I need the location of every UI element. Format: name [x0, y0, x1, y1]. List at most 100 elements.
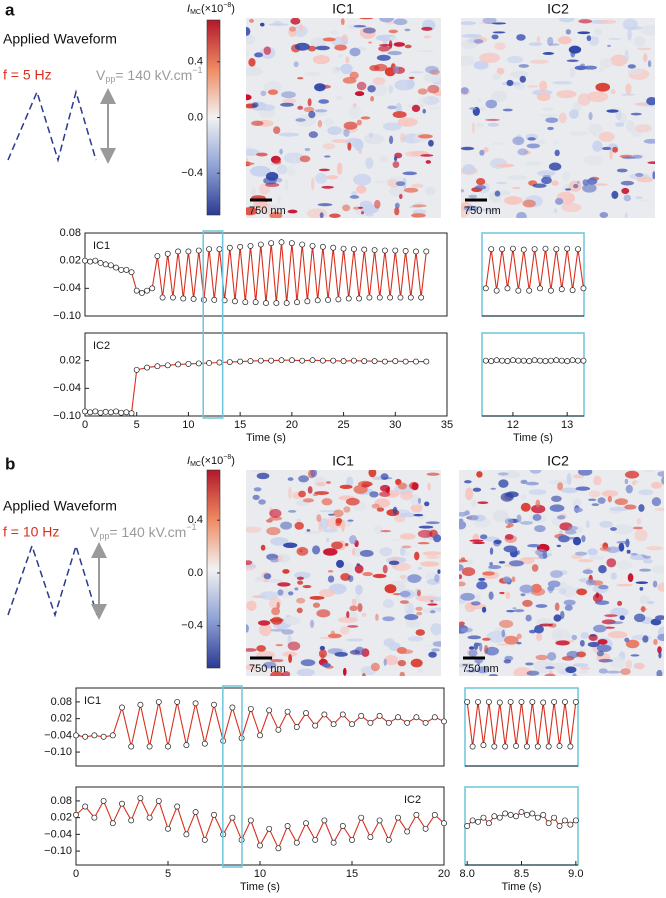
- domain: [465, 487, 474, 501]
- domain: [354, 564, 364, 574]
- domain: [471, 499, 477, 508]
- domain: [342, 667, 347, 676]
- data-point: [275, 845, 282, 852]
- data-point: [349, 721, 355, 728]
- domain: [531, 583, 542, 593]
- data-point: [556, 742, 563, 749]
- domain: [465, 669, 477, 673]
- domain: [246, 50, 249, 58]
- domain: [368, 132, 374, 138]
- domain: [576, 180, 580, 184]
- domain: [571, 634, 578, 641]
- domain: [392, 65, 399, 74]
- domain: [511, 576, 516, 583]
- scale-bar-label: 750 nm: [249, 663, 286, 675]
- domain: [426, 472, 440, 476]
- domain: [485, 99, 498, 109]
- domain: [335, 67, 342, 71]
- domain: [347, 519, 354, 522]
- domain: [345, 56, 350, 64]
- domain: [268, 516, 283, 521]
- domain: [642, 53, 648, 63]
- data-point: [128, 817, 135, 824]
- domain: [592, 593, 604, 603]
- data-point: [252, 299, 259, 306]
- domain: [368, 470, 377, 478]
- domain: [498, 479, 509, 488]
- domain: [577, 31, 591, 35]
- x-tick-label: 20: [286, 419, 298, 431]
- domain: [461, 34, 483, 38]
- domain: [577, 470, 593, 476]
- data-point: [553, 357, 560, 364]
- domain: [594, 28, 603, 36]
- domain: [393, 42, 406, 47]
- domain: [545, 117, 559, 123]
- domain: [472, 541, 485, 545]
- domain: [552, 80, 573, 85]
- domain: [404, 28, 411, 32]
- domain: [402, 171, 418, 176]
- domain: [256, 152, 268, 157]
- domain: [437, 569, 441, 574]
- domain: [407, 636, 424, 642]
- domain: [416, 589, 421, 597]
- domain: [517, 148, 529, 156]
- domain: [598, 131, 615, 142]
- domain: [459, 559, 468, 563]
- domain: [388, 84, 394, 94]
- domain: [430, 599, 434, 603]
- domain: [417, 497, 422, 504]
- domain: [343, 128, 350, 137]
- data-point: [534, 814, 541, 821]
- domain: [562, 585, 578, 598]
- domain: [598, 658, 613, 663]
- domain: [348, 105, 362, 119]
- domain: [580, 631, 590, 639]
- domain: [308, 131, 319, 139]
- domain: [364, 133, 385, 145]
- data-point: [542, 245, 549, 252]
- domain: [598, 668, 608, 674]
- domain: [270, 658, 284, 663]
- domain: [340, 18, 345, 26]
- domain: [550, 495, 562, 502]
- data-point: [537, 357, 544, 364]
- domain: [367, 85, 376, 93]
- domain: [577, 93, 591, 106]
- data-point: [531, 246, 538, 253]
- domain: [643, 555, 652, 559]
- domain: [318, 649, 327, 658]
- data-point: [493, 287, 500, 294]
- data-point: [128, 743, 135, 750]
- domain: [609, 506, 629, 512]
- domain: [541, 107, 555, 111]
- domain: [382, 616, 395, 622]
- domain: [491, 90, 508, 103]
- trace-label: IC2: [404, 794, 421, 806]
- domain: [624, 637, 630, 643]
- domain: [336, 559, 344, 568]
- domain: [572, 673, 577, 676]
- data-point: [247, 705, 254, 712]
- data-point: [82, 733, 89, 740]
- domain: [552, 140, 559, 145]
- data-point: [304, 298, 311, 305]
- data-point: [133, 366, 140, 373]
- data-point: [371, 358, 378, 365]
- domain: [574, 551, 588, 556]
- domain: [246, 624, 249, 633]
- domain: [361, 481, 373, 487]
- domain: [317, 120, 323, 128]
- domain: [585, 520, 590, 529]
- domain: [356, 119, 362, 126]
- data-point: [493, 357, 500, 364]
- domain: [589, 634, 597, 637]
- domain: [316, 514, 322, 522]
- domain: [597, 497, 606, 504]
- domain: [263, 46, 271, 55]
- domain: [579, 639, 585, 647]
- data-point: [107, 262, 114, 269]
- domain: [373, 84, 387, 97]
- domain: [329, 30, 339, 35]
